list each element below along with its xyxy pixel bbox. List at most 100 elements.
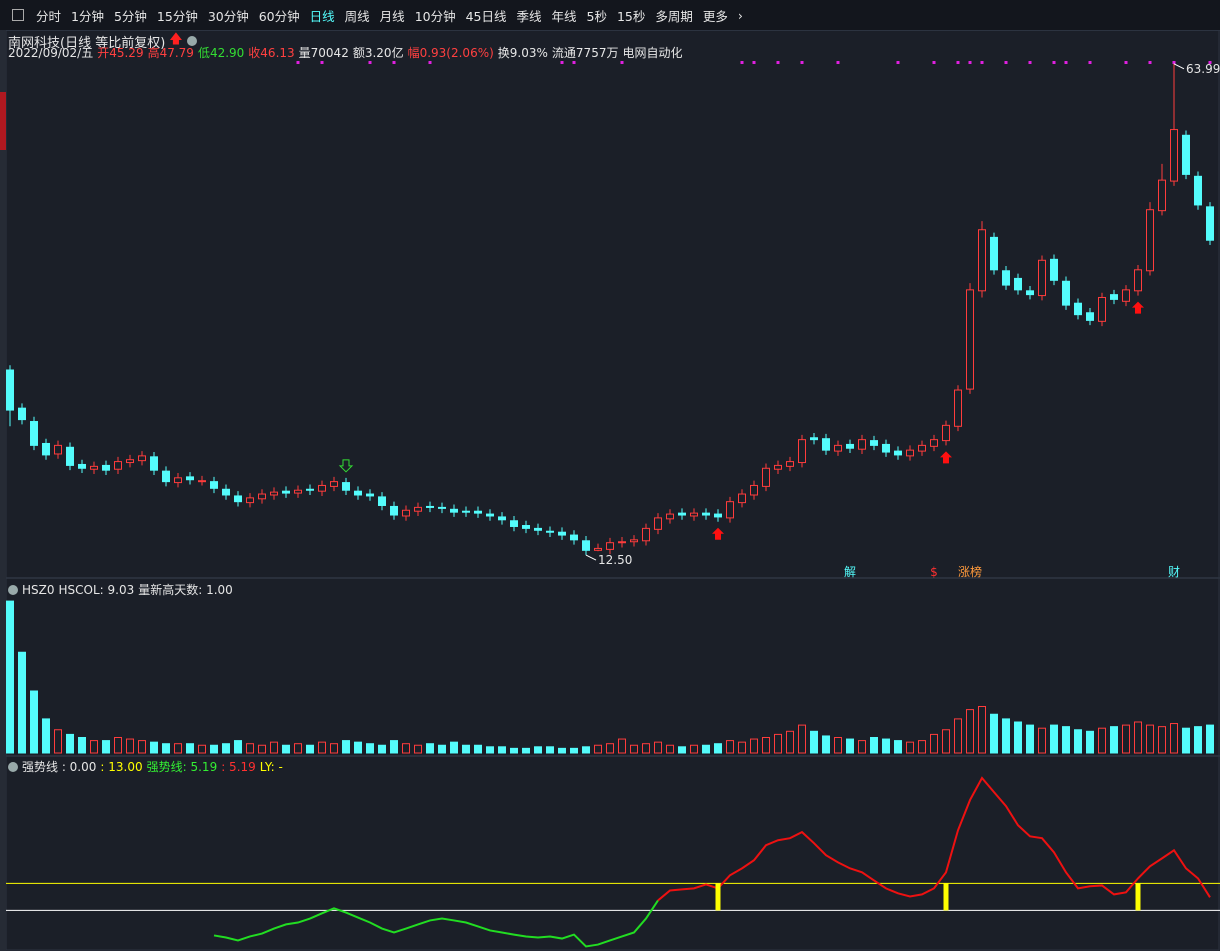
volume-bar (810, 730, 818, 754)
period-tab[interactable]: 分时 (36, 8, 62, 24)
volume-bar (498, 746, 506, 754)
candle-body (42, 442, 50, 456)
quote-field: 换9.03% (497, 46, 548, 60)
candle-body (522, 525, 530, 529)
stock-title-row: 南网科技(日线 等比前复权) 🡅 (8, 30, 197, 52)
candle-body (870, 440, 878, 446)
period-tab[interactable]: 30分钟 (207, 8, 249, 24)
period-tab[interactable]: 年线 (551, 8, 577, 24)
candle-body (942, 424, 950, 442)
candle-body (18, 407, 26, 421)
candle-body (1170, 129, 1178, 182)
candle-body (1146, 209, 1154, 272)
period-tab[interactable]: 周线 (344, 8, 370, 24)
volume-bar (306, 744, 314, 754)
candle-body (258, 493, 266, 500)
candle-body (954, 389, 962, 427)
candle-body (810, 437, 818, 441)
candle-body (798, 439, 806, 464)
marker-dot (1088, 61, 1092, 64)
volume-bar (870, 737, 878, 754)
candle-body (1074, 302, 1082, 316)
period-tab[interactable]: 15分钟 (156, 8, 198, 24)
candle-body (342, 482, 350, 491)
toggle-icon[interactable] (12, 9, 24, 21)
volume-bar (138, 740, 146, 754)
marker-dot (1052, 61, 1056, 64)
candle-body (78, 463, 86, 469)
more-chevron[interactable]: › (737, 7, 743, 23)
volume-bar (1002, 718, 1010, 754)
volume-bar (354, 741, 362, 754)
candle-body (1062, 280, 1070, 306)
volume-bar (150, 741, 158, 754)
period-tab[interactable]: 5分钟 (113, 8, 147, 24)
period-tab[interactable]: 月线 (379, 8, 405, 24)
period-tab[interactable]: 45日线 (465, 8, 507, 24)
volume-bar (918, 740, 926, 754)
candle-body (54, 444, 62, 455)
candle-body (102, 464, 110, 471)
period-tab[interactable]: 60分钟 (258, 8, 300, 24)
candle-body (270, 491, 278, 496)
menu-dot[interactable] (8, 761, 18, 772)
volume-bar (1182, 727, 1190, 754)
candle-body (618, 541, 626, 544)
candle-body (1194, 175, 1202, 206)
volume-bar (798, 724, 806, 754)
volume-bar (66, 733, 74, 754)
volume-bar (594, 744, 602, 754)
volume-bar (402, 743, 410, 754)
volume-bar (414, 744, 422, 754)
candle-body (990, 236, 998, 271)
candle-body (486, 513, 494, 517)
signal-bar (715, 883, 721, 911)
legend-item: 量新高天数: 1.00 (138, 583, 233, 597)
buy-arrow (1132, 301, 1144, 314)
period-tab[interactable]: 10分钟 (414, 8, 456, 24)
volume-bar (570, 747, 578, 754)
annotation-label: 63.99 (1186, 62, 1220, 76)
menu-dot[interactable] (186, 36, 197, 46)
candle-body (1206, 206, 1214, 241)
volume-bar (1170, 723, 1178, 754)
volume-bar (942, 729, 950, 754)
volume-bar (54, 729, 62, 754)
legend-item: HSZ0 (22, 582, 55, 597)
period-tab[interactable]: 更多 (702, 8, 728, 24)
volume-bar (234, 740, 242, 754)
candle-body (198, 480, 206, 483)
candle-body (354, 490, 362, 496)
up-icon: 🡅 (169, 32, 183, 47)
period-tab[interactable]: 日线 (309, 8, 335, 24)
period-tab[interactable]: 季线 (516, 8, 542, 24)
candle-body (450, 508, 458, 513)
volume-bar (1110, 726, 1118, 754)
marker-dot (836, 61, 840, 64)
volume-bar (990, 713, 998, 754)
marker-dot (392, 61, 396, 64)
volume-bar (846, 738, 854, 754)
candle-body (90, 465, 98, 470)
candle-body (582, 540, 590, 551)
marker-dot (932, 61, 936, 64)
candle-body (714, 513, 722, 518)
volume-bar (162, 743, 170, 754)
marker-dot (320, 61, 324, 64)
candle-body (882, 443, 890, 453)
period-tab[interactable]: 15秒 (616, 8, 646, 24)
menu-dot[interactable] (8, 584, 18, 595)
period-tab[interactable]: 多周期 (655, 8, 693, 24)
marker-dot (1124, 61, 1128, 64)
volume-bar (738, 741, 746, 754)
period-tab[interactable]: 1分钟 (71, 8, 104, 24)
side-tab[interactable] (0, 92, 6, 150)
period-tab[interactable]: 5秒 (586, 8, 607, 24)
candle-body (906, 449, 914, 457)
volume-bar (186, 743, 194, 754)
volume-bar (42, 718, 50, 754)
volume-bar (1098, 727, 1106, 754)
marker-dot (740, 61, 744, 64)
volume-bar (750, 738, 758, 754)
